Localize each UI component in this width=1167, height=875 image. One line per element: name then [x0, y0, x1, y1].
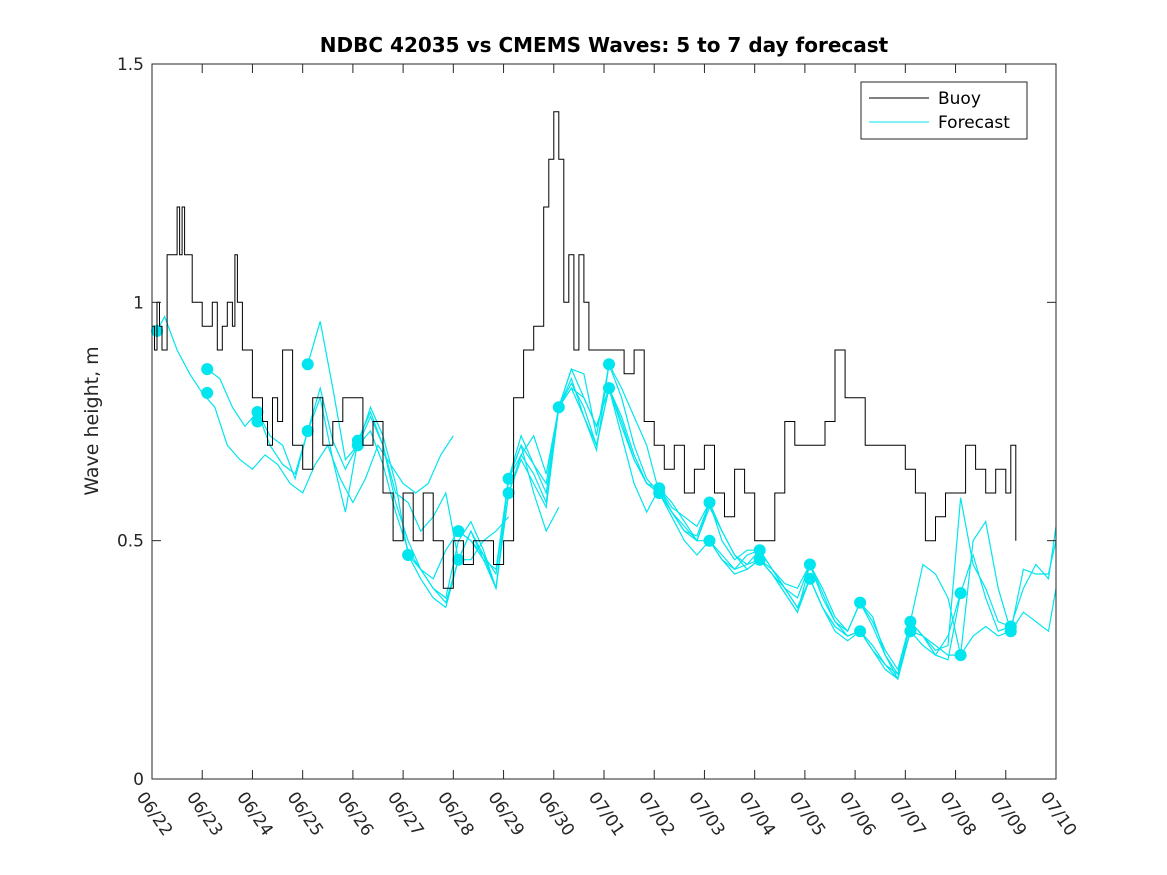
y-tick-label: 1 — [133, 293, 144, 313]
forecast-marker — [803, 572, 816, 585]
buoy-line — [152, 111, 1017, 589]
x-tick-label: 06/27 — [383, 788, 427, 840]
forecast-marker — [502, 487, 515, 499]
x-tick-label: 07/02 — [634, 788, 678, 840]
y-tick-label: 0 — [133, 770, 144, 790]
y-axis-label: Wave height, m — [81, 346, 103, 495]
x-tick-label: 07/07 — [885, 788, 929, 840]
y-tick-label: 1.5 — [117, 55, 144, 75]
forecast-marker — [904, 615, 917, 628]
forecast-marker — [904, 625, 917, 638]
x-tick-label: 06/29 — [484, 788, 528, 840]
forecast-marker — [954, 587, 967, 600]
forecast-marker — [1004, 625, 1017, 638]
forecast-marker — [753, 553, 766, 566]
forecast-marker — [753, 544, 766, 557]
forecast-marker — [854, 596, 867, 609]
chart-title: NDBC 42035 vs CMEMS Waves: 5 to 7 day fo… — [320, 33, 889, 57]
x-tick-label: 06/22 — [132, 788, 176, 840]
forecast-marker — [703, 534, 716, 547]
forecast-marker — [452, 553, 465, 566]
forecast-marker — [301, 358, 314, 371]
forecast-marker — [201, 363, 214, 376]
forecast-marker — [552, 401, 565, 414]
forecast-marker — [351, 439, 364, 452]
forecast-marker — [402, 549, 415, 561]
x-tick-label: 06/26 — [333, 788, 377, 840]
x-tick-label: 07/03 — [684, 788, 728, 840]
forecast-series-line — [809, 526, 1057, 680]
x-tick-label: 06/30 — [534, 788, 578, 840]
x-tick-label: 07/01 — [584, 788, 628, 840]
forecast-marker — [603, 382, 615, 395]
x-tick-label: 07/08 — [936, 788, 980, 840]
forecast-marker — [251, 406, 264, 418]
forecast-marker — [653, 487, 666, 499]
legend-forecast-label: Forecast — [938, 113, 1010, 133]
x-tick-label: 07/10 — [1036, 788, 1080, 840]
forecast-marker — [954, 649, 967, 662]
forecast-marker — [854, 625, 867, 638]
forecast-marker — [803, 558, 816, 571]
y-tick-label: 0.5 — [117, 532, 144, 552]
forecast-marker — [251, 415, 264, 428]
plot-area — [152, 64, 1056, 779]
legend-buoy-label: Buoy — [938, 89, 981, 109]
x-tick-label: 07/05 — [785, 788, 829, 840]
x-tick-label: 07/06 — [835, 788, 879, 840]
plot-background — [152, 64, 1056, 779]
forecast-marker — [703, 496, 716, 509]
forecast-marker — [502, 472, 515, 485]
forecast-marker — [452, 525, 465, 538]
x-tick-label: 06/23 — [182, 788, 226, 840]
forecast-markers — [151, 324, 1017, 662]
legend-box — [860, 81, 1028, 140]
x-tick-label: 06/25 — [283, 788, 327, 840]
x-tick-label: 06/24 — [232, 788, 276, 840]
buoy-series-line — [152, 111, 1017, 589]
forecast-marker — [301, 425, 314, 437]
x-tick-label: 07/09 — [986, 788, 1030, 840]
forecast-marker — [201, 386, 214, 399]
legend: Buoy Forecast — [860, 81, 1028, 140]
forecast-marker — [603, 358, 615, 371]
x-tick-label: 07/04 — [735, 788, 779, 840]
x-tick-label: 06/28 — [433, 788, 477, 840]
